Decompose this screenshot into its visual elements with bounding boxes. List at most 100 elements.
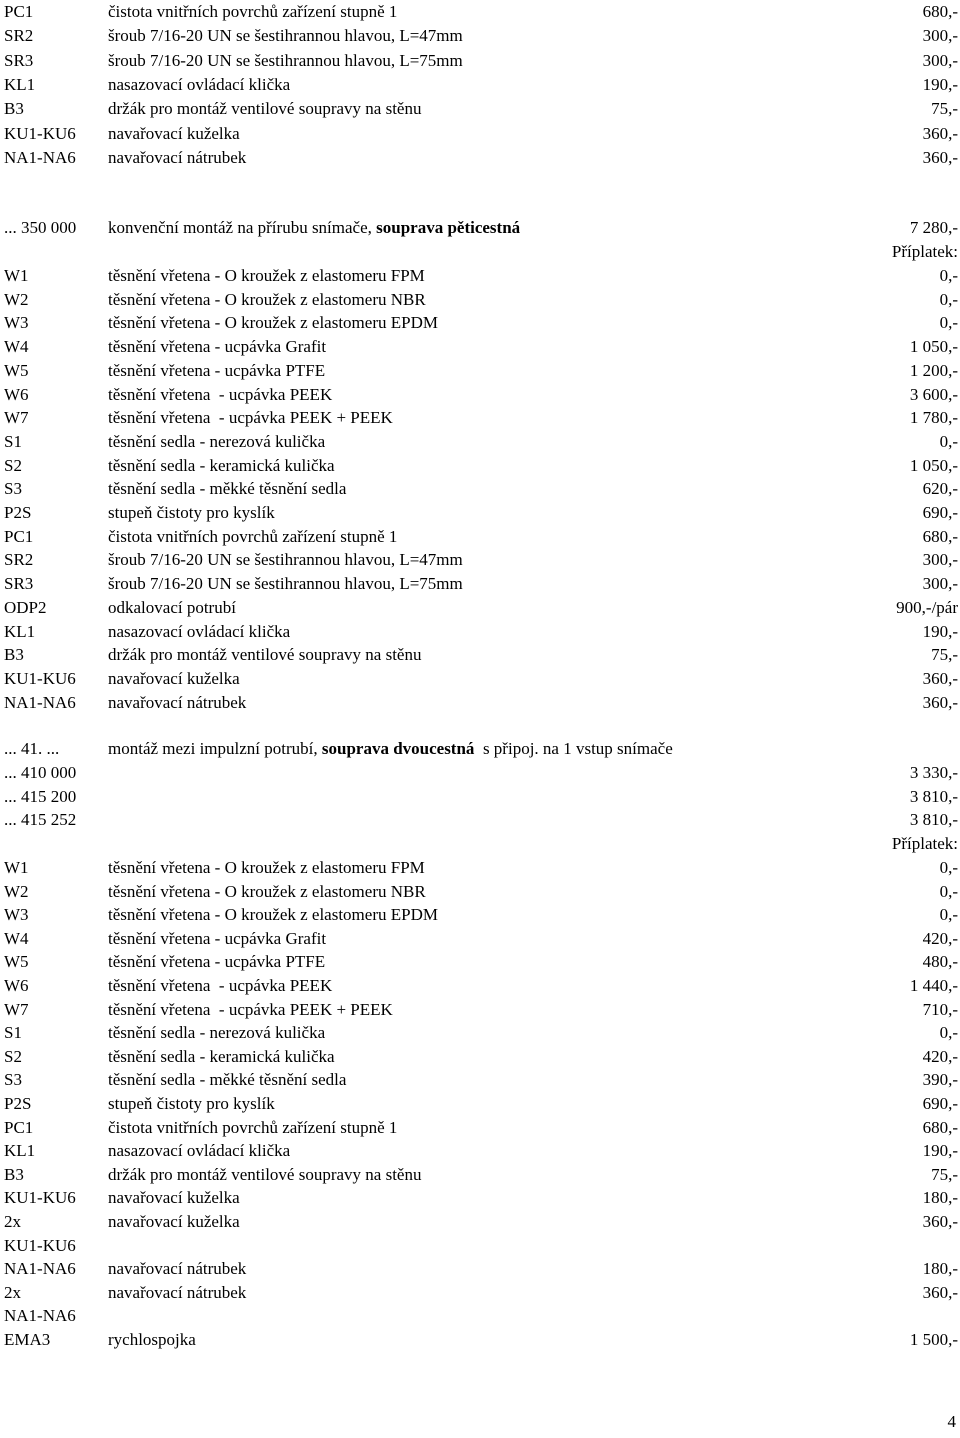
item-description: těsnění vřetena - O kroužek z elastomeru… <box>108 313 438 333</box>
table-row: S3 těsnění sedla - měkké těsnění sedla 620… <box>0 477 960 500</box>
item-description: navařovací kuželka <box>108 123 240 143</box>
item-code: W2 <box>4 289 29 309</box>
section2-code: ... 350 000 <box>4 218 77 237</box>
item-price: 0,- <box>939 881 958 901</box>
table-row: W2 těsnění vřetena - O kroužek z elastome… <box>0 880 960 903</box>
table-row: ODP2 odkalovací potrubí 900,-/pár <box>0 596 960 619</box>
table-row: W7 těsnění vřetena - ucpávka PEEK + PEEK 7… <box>0 998 960 1021</box>
table-row: B3 držák pro montáž ventilové soupravy na… <box>0 643 960 666</box>
item-price: 480,- <box>922 952 958 972</box>
item-price: 620,- <box>922 479 958 499</box>
item-description: těsnění sedla - měkké těsnění sedla <box>108 479 347 499</box>
item-code: PC1 <box>4 1117 34 1137</box>
section2-surcharge-row: Příplatek: <box>0 240 960 263</box>
item-code: W7 <box>4 408 29 428</box>
table-row: KU1-KU6 navařovací kuželka 360,- <box>0 122 960 145</box>
item-description: navařovací nátrubek <box>108 147 247 167</box>
item-description: držák pro montáž ventilové soupravy na s… <box>108 645 422 665</box>
table-row: KL1 nasazovací ovládací klička 190,- <box>0 1139 960 1162</box>
item-price: 180,- <box>922 1188 958 1208</box>
item-price: 360,- <box>922 123 958 143</box>
section3-variant-row: ... 415 252 3 810,- <box>0 808 960 831</box>
item-description: čistota vnitřních povrchů zařízení stupn… <box>108 526 398 546</box>
item-description: těsnění sedla - keramická kulička <box>108 1046 335 1066</box>
table-row: KL1 nasazovací ovládací klička 190,- <box>0 620 960 643</box>
item-price: 0,- <box>939 266 958 285</box>
item-code: NA1-NA6 <box>4 147 76 167</box>
table-row: W6 těsnění vřetena - ucpávka PEEK 3 600,- <box>0 383 960 406</box>
section3-variant-code: ... 415 200 <box>4 787 77 806</box>
item-code: B3 <box>4 99 24 119</box>
table-row: NA1-NA6 navařovací nátrubek 360,- <box>0 691 960 714</box>
table-row: KU1-KU6 <box>0 1234 960 1257</box>
item-description: držák pro montáž ventilové soupravy na s… <box>108 99 422 119</box>
item-code: W2 <box>4 881 29 901</box>
table-row: 2x navařovací nátrubek 360,- <box>0 1281 960 1304</box>
table-row: S2 těsnění sedla - keramická kulička 420,- <box>0 1045 960 1068</box>
item-code: SR2 <box>4 26 34 46</box>
table-row: NA1-NA6 <box>0 1304 960 1327</box>
item-code: W3 <box>4 905 29 925</box>
section3-surcharge-row: Příplatek: <box>0 832 960 855</box>
item-code: B3 <box>4 645 24 665</box>
table-row: SR3 šroub 7/16-20 UN se šestihrannou hlav… <box>0 49 960 72</box>
item-description: těsnění vřetena - O kroužek z elastomeru… <box>108 858 425 877</box>
table-row: W4 těsnění vřetena - ucpávka Grafit 420,- <box>0 927 960 950</box>
table-row: PC1 čistota vnitřních povrchů zařízení st… <box>0 1116 960 1139</box>
item-code: S1 <box>4 431 22 451</box>
table-row: SR3 šroub 7/16-20 UN se šestihrannou hlav… <box>0 572 960 595</box>
item-price: 360,- <box>922 1282 958 1302</box>
section2-header-row: ... 350 000 konvenční montáž na přírubu … <box>0 216 960 239</box>
table-row: KU1-KU6 navařovací kuželka 360,- <box>0 667 960 690</box>
item-code: W4 <box>4 337 29 357</box>
item-code: W5 <box>4 952 29 972</box>
item-description: těsnění vřetena - ucpávka Grafit <box>108 337 327 357</box>
item-description: těsnění vřetena - O kroužek z elastomeru… <box>108 881 426 901</box>
item-description: těsnění vřetena - ucpávka Grafit <box>108 928 327 948</box>
table-row: W3 těsnění vřetena - O kroužek z elastome… <box>0 311 960 334</box>
item-code: KU1-KU6 <box>4 1188 76 1208</box>
item-price: 1 200,- <box>909 360 958 380</box>
item-price: 360,- <box>922 692 958 712</box>
item-code: W6 <box>4 384 29 404</box>
table-row: 2x navařovací kuželka 360,- <box>0 1210 960 1233</box>
item-description: stupeň čistoty pro kyslík <box>108 1094 275 1113</box>
item-price: 360,- <box>922 668 958 688</box>
table-row: W7 těsnění vřetena - ucpávka PEEK + PEEK 1… <box>0 406 960 429</box>
item-price: 0,- <box>939 289 958 309</box>
item-code: 2x <box>4 1212 21 1231</box>
item-description: těsnění vřetena - ucpávka PEEK <box>108 976 333 995</box>
item-price: 190,- <box>922 1141 958 1161</box>
item-code: KL1 <box>4 74 36 94</box>
page-number: 4 <box>947 1412 957 1431</box>
table-row: EMA3 rychlospojka 1 500,- <box>0 1328 960 1351</box>
item-description: držák pro montáž ventilové soupravy na s… <box>108 1164 422 1184</box>
item-price: 75,- <box>931 99 958 119</box>
item-code: NA1-NA6 <box>4 1259 76 1279</box>
item-code: 2x <box>4 1282 21 1302</box>
item-description: čistota vnitřních povrchů zařízení stupn… <box>108 2 398 21</box>
section3-variant-code: ... 410 000 <box>4 763 77 782</box>
item-description: šroub 7/16-20 UN se šestihrannou hlavou,… <box>108 550 463 570</box>
item-price: 1 780,- <box>909 408 958 428</box>
table-row: NA1-NA6 navařovací nátrubek 360,- <box>0 146 960 169</box>
item-price: 190,- <box>922 74 958 94</box>
item-description: navařovací kuželka <box>108 1188 240 1208</box>
table-row: SR2 šroub 7/16-20 UN se šestihrannou hlav… <box>0 24 960 47</box>
table-row: SR2 šroub 7/16-20 UN se šestihrannou hlav… <box>0 548 960 571</box>
section3-desc-plain2: s připoj. na 1 vstup snímače <box>474 739 673 758</box>
table-row: KU1-KU6 navařovací kuželka 180,- <box>0 1186 960 1209</box>
item-code: SR3 <box>4 574 34 594</box>
item-description: odkalovací potrubí <box>108 597 236 617</box>
item-description: nasazovací ovládací klička <box>108 74 291 94</box>
table-row: W1 těsnění vřetena - O kroužek z elastome… <box>0 264 960 287</box>
item-description: navařovací nátrubek <box>108 1282 247 1302</box>
section3-description: montáž mezi impulzní potrubí, souprava d… <box>108 737 673 760</box>
item-code: S3 <box>4 479 22 499</box>
item-description: těsnění sedla - měkké těsnění sedla <box>108 1070 347 1090</box>
item-code: KL1 <box>4 1141 36 1161</box>
item-price: 420,- <box>922 1046 958 1066</box>
item-description: navařovací nátrubek <box>108 692 247 712</box>
item-code: S2 <box>4 1046 22 1066</box>
